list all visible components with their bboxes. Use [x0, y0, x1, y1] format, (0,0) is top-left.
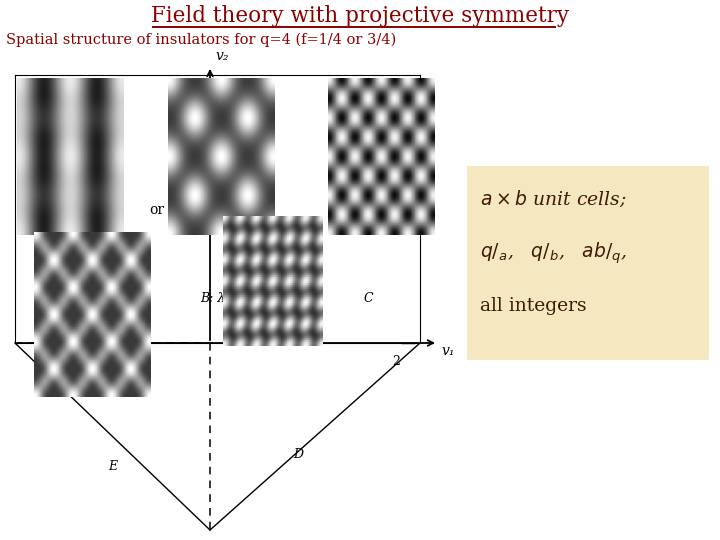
Text: Field theory with projective symmetry: Field theory with projective symmetry [151, 5, 569, 27]
Text: Spatial structure of insulators for q=4 (f=1/4 or 3/4): Spatial structure of insulators for q=4 … [6, 33, 396, 48]
Text: E: E [109, 460, 117, 473]
Text: D: D [293, 448, 303, 461]
Text: all integers: all integers [480, 297, 587, 315]
Text: 2: 2 [226, 122, 234, 134]
Text: v₁: v₁ [441, 344, 454, 358]
Text: A: λ>0: A: λ>0 [46, 292, 90, 305]
Text: v₂: v₂ [215, 49, 228, 63]
Text: or: or [150, 203, 165, 217]
Text: 2: 2 [392, 355, 400, 368]
Text: $q/_{a}$,   $q/_{b}$,   $ab/_{q}$,: $q/_{a}$, $q/_{b}$, $ab/_{q}$, [480, 241, 627, 267]
Text: $a \times b$ unit cells;: $a \times b$ unit cells; [480, 189, 626, 210]
Text: B: λ<0: B: λ<0 [200, 292, 244, 305]
Text: C: C [363, 292, 373, 305]
FancyBboxPatch shape [467, 166, 709, 360]
